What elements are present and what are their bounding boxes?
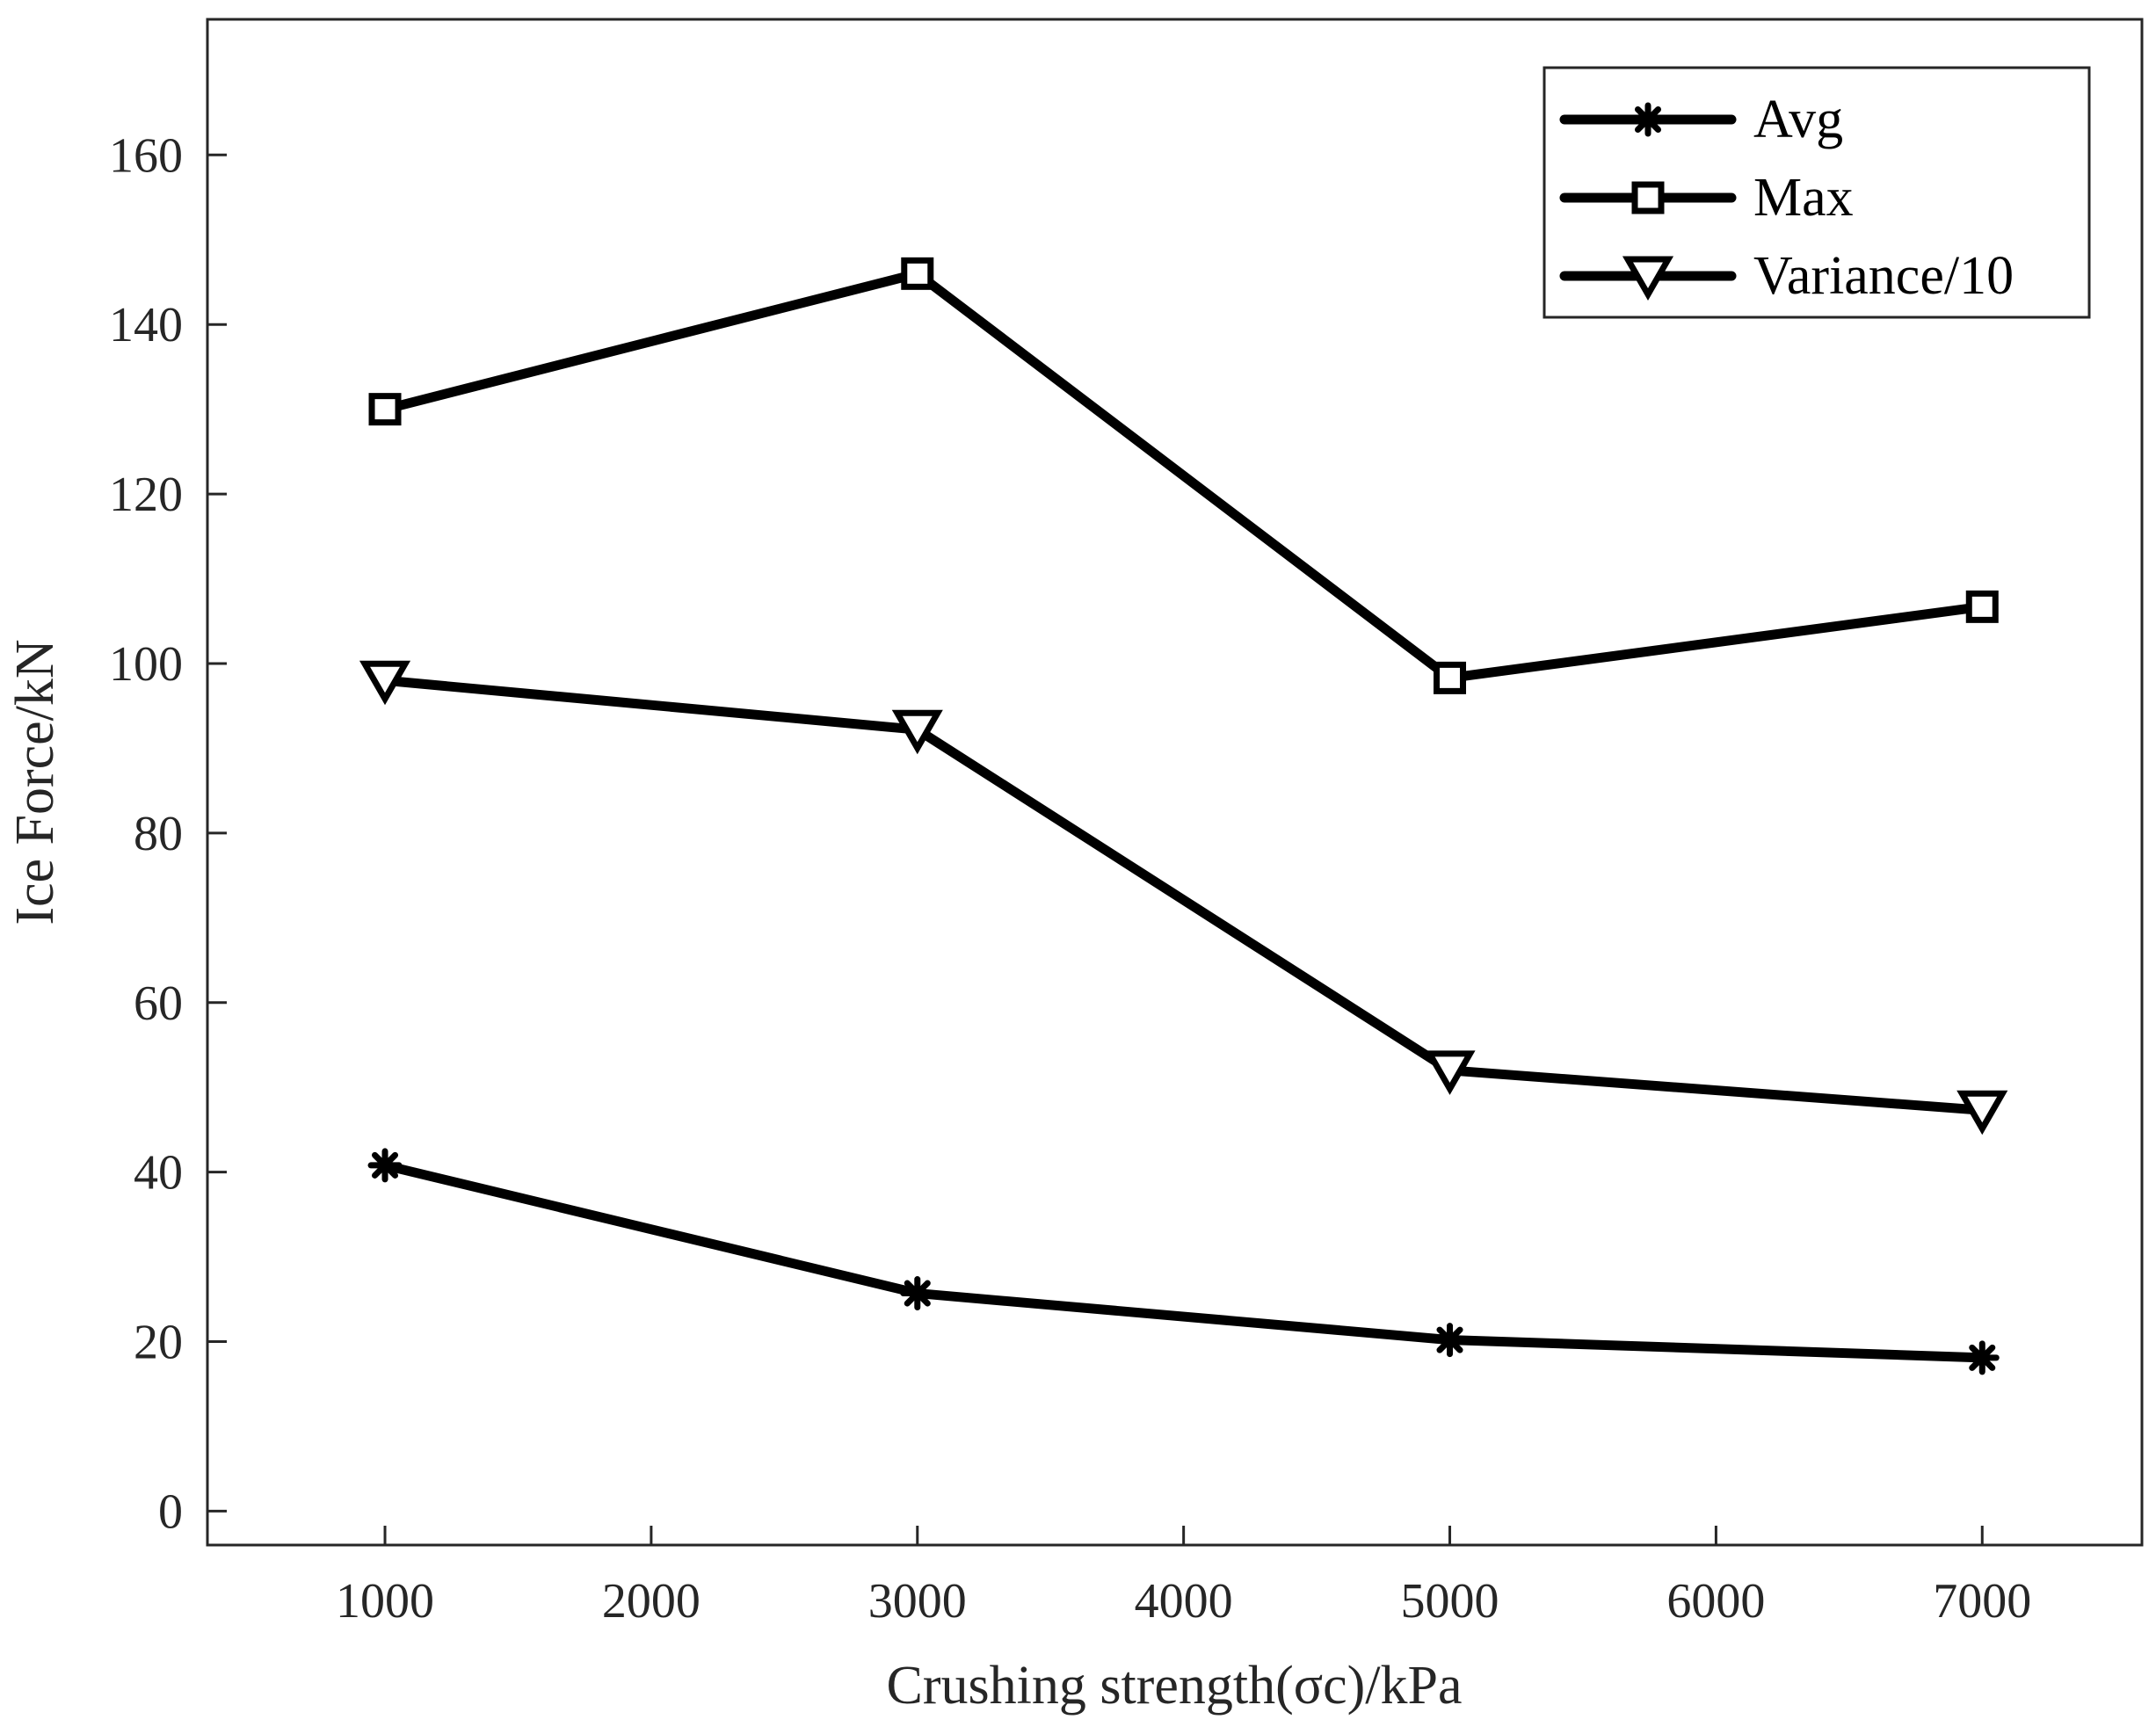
y-tick-label: 80 — [134, 807, 183, 861]
legend-marker — [1630, 102, 1666, 137]
data-point — [901, 257, 934, 290]
plot-area-frame — [206, 18, 2144, 1547]
x-axis: 1000 2000 3000 4000 5000 6000 7000 — [336, 1526, 2031, 1629]
series-max — [368, 257, 1999, 694]
y-tick-label: 0 — [158, 1484, 183, 1539]
legend-item: Variance/10 — [1559, 246, 2014, 306]
y-tick-label: 120 — [109, 468, 183, 522]
data-point — [1433, 1323, 1468, 1358]
y-axis-title: Ice Force/kN — [5, 639, 65, 925]
y-tick-label: 60 — [134, 976, 183, 1031]
series-line — [380, 1160, 1987, 1363]
legend: Avg Max Variance/10 — [1543, 66, 2091, 319]
y-tick-label: 40 — [134, 1146, 183, 1201]
x-axis-title: Crushing strength(σc)/kPa — [886, 1656, 1462, 1716]
data-point — [367, 1148, 403, 1183]
x-tick-label: 1000 — [336, 1574, 434, 1629]
data-point — [900, 1276, 935, 1311]
x-tick-label: 6000 — [1666, 1574, 1765, 1629]
legend-label: Variance/10 — [1753, 246, 2014, 306]
y-tick-label: 160 — [109, 128, 183, 183]
y-tick-label: 20 — [134, 1316, 183, 1370]
data-point — [368, 393, 402, 426]
legend-marker — [1622, 256, 1674, 301]
data-point — [359, 660, 411, 706]
series-variance-10 — [359, 660, 2008, 1135]
legend-label: Max — [1753, 168, 1854, 228]
legend-item: Max — [1559, 168, 1854, 228]
x-tick-label: 5000 — [1401, 1574, 1499, 1629]
series-line — [380, 268, 1987, 683]
x-tick-label: 2000 — [602, 1574, 701, 1629]
series-layer — [359, 257, 2008, 1375]
x-tick-label: 3000 — [868, 1574, 967, 1629]
data-point — [1964, 1340, 2000, 1375]
x-tick-label: 7000 — [1933, 1574, 2031, 1629]
data-point — [1424, 1050, 1476, 1095]
series-avg — [367, 1148, 2000, 1375]
y-tick-label: 100 — [109, 637, 183, 692]
series-line — [380, 675, 1987, 1115]
legend-label: Avg — [1753, 90, 1843, 149]
data-point — [1956, 1090, 2008, 1135]
data-point — [1434, 661, 1467, 694]
x-tick-label: 4000 — [1135, 1574, 1233, 1629]
legend-item: Avg — [1559, 90, 1843, 149]
legend-marker — [1631, 181, 1665, 214]
y-tick-label: 140 — [109, 298, 183, 352]
data-point — [1965, 590, 1999, 623]
y-axis: 0 20 40 60 80 100 120 140 160 — [109, 128, 227, 1539]
data-point — [891, 709, 943, 755]
